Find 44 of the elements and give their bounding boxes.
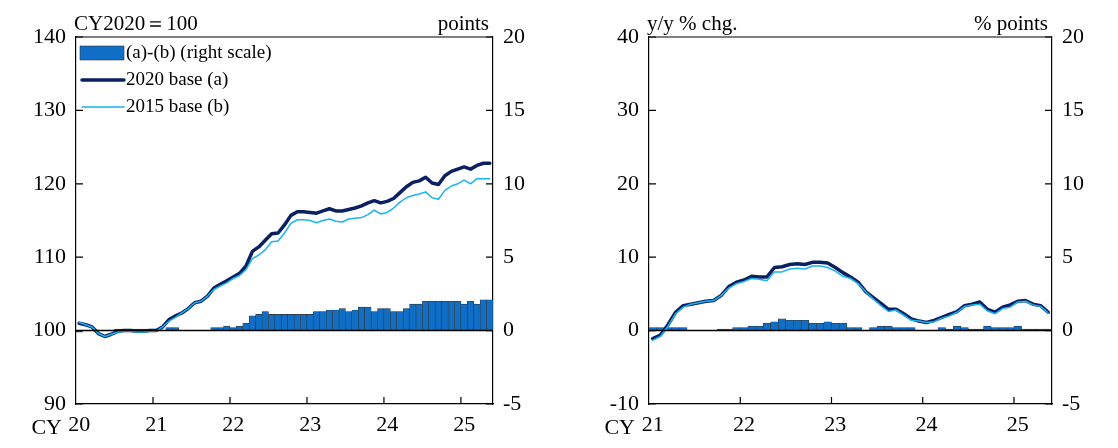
y2-tick-label: -5 bbox=[503, 389, 522, 415]
y-tick-label: 90 bbox=[44, 389, 66, 415]
legend-label: 2020 base (a) bbox=[126, 67, 229, 90]
x-axis-title: CY bbox=[31, 413, 63, 439]
y2-axis-title: % points bbox=[973, 11, 1048, 36]
legend-label: (a)-(b) (right scale) bbox=[126, 40, 272, 63]
y-tick-label: 40 bbox=[617, 22, 639, 48]
y-tick-label: 20 bbox=[617, 169, 639, 195]
x-tick-label: 21 bbox=[641, 410, 664, 436]
y-axis-title: CY2020＝100 bbox=[74, 11, 198, 36]
y2-tick-label: 5 bbox=[1062, 242, 1073, 268]
y-tick-label: 100 bbox=[33, 316, 66, 342]
x-axis-title: CY bbox=[604, 413, 636, 439]
y2-tick-label: 10 bbox=[503, 169, 525, 195]
x-tick-label: 20 bbox=[68, 410, 91, 436]
y2-tick-label: 20 bbox=[1062, 22, 1084, 48]
y-axis-title: y/y % chg. bbox=[647, 11, 738, 36]
x-tick-label: 24 bbox=[915, 410, 938, 436]
y2-tick-label: 15 bbox=[503, 96, 525, 122]
x-tick-label: 23 bbox=[299, 410, 322, 436]
y2-tick-label: 20 bbox=[503, 22, 525, 48]
y2-tick-label: 0 bbox=[1062, 316, 1073, 342]
y2-tick-label: 0 bbox=[503, 316, 514, 342]
y-tick-label: 110 bbox=[33, 242, 66, 268]
x-tick-label: 22 bbox=[733, 410, 756, 436]
y-tick-label: 30 bbox=[617, 96, 639, 122]
y-tick-label: -10 bbox=[609, 389, 639, 415]
x-tick-label: 22 bbox=[222, 410, 245, 436]
y2-tick-label: 5 bbox=[503, 242, 514, 268]
x-tick-label: 25 bbox=[1006, 410, 1029, 436]
y-tick-label: 10 bbox=[617, 242, 639, 268]
y-tick-label: 130 bbox=[33, 96, 66, 122]
y2-tick-label: 15 bbox=[1062, 96, 1084, 122]
x-tick-label: 24 bbox=[376, 410, 399, 436]
y2-tick-label: 10 bbox=[1062, 169, 1084, 195]
legend-label: 2015 base (b) bbox=[126, 94, 230, 117]
x-tick-label: 21 bbox=[145, 410, 168, 436]
y-tick-label: 0 bbox=[628, 316, 639, 342]
y2-axis-title: points bbox=[437, 11, 489, 36]
x-tick-label: 23 bbox=[824, 410, 847, 436]
x-tick-label: 25 bbox=[453, 410, 476, 436]
y2-tick-label: -5 bbox=[1062, 389, 1081, 415]
y-tick-label: 140 bbox=[33, 22, 66, 48]
y-tick-label: 120 bbox=[33, 169, 66, 195]
